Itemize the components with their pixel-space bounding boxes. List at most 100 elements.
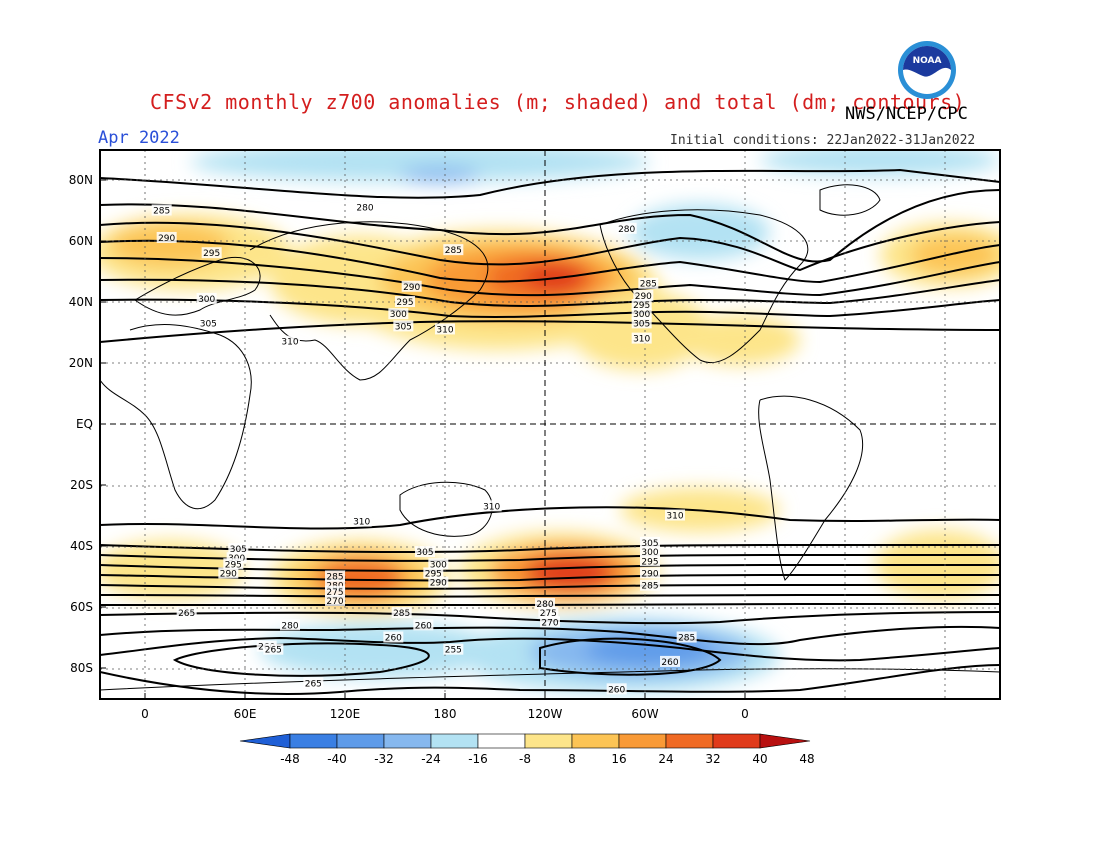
contour-label: 310: [435, 323, 455, 335]
legend-label: 48: [799, 752, 814, 766]
contour-label: 300: [196, 292, 217, 305]
svg-text:280: 280: [536, 600, 553, 610]
svg-text:305: 305: [633, 319, 650, 329]
contour-label: 310: [280, 335, 300, 348]
anomaly-blob: [680, 315, 800, 365]
anomaly-blob: [570, 290, 710, 370]
contour-label: 285: [638, 277, 659, 290]
legend-label: -32: [374, 752, 394, 766]
svg-text:290: 290: [430, 579, 447, 589]
svg-text:290: 290: [220, 569, 237, 579]
contour-label: 310: [665, 509, 685, 522]
contour-label: 290: [156, 231, 177, 244]
initial-conditions: Initial conditions: 22Jan2022-31Jan2022: [670, 133, 976, 148]
reference-lines: [100, 150, 1000, 699]
lon-tick-label: 0: [141, 707, 149, 721]
svg-text:310: 310: [281, 338, 298, 348]
legend-label: 24: [658, 752, 673, 766]
contour-label: 265: [303, 677, 324, 689]
lat-tick-label: 40N: [69, 295, 93, 309]
contour-label: 290: [640, 567, 660, 579]
lon-tick-label: 120E: [330, 707, 361, 721]
contour-label: 305: [228, 543, 249, 555]
contour-label: 295: [201, 247, 222, 259]
contour-label: 280: [535, 597, 555, 610]
anomaly-blob: [260, 622, 500, 678]
contour-label: 295: [395, 296, 415, 308]
legend-label: -48: [280, 752, 300, 766]
contour-line: [100, 603, 1000, 607]
contour-label: 305: [640, 536, 660, 549]
svg-text:295: 295: [641, 557, 658, 567]
europe-outline: [134, 256, 261, 316]
contour-label: 310: [351, 515, 372, 528]
svg-text:300: 300: [430, 560, 447, 570]
lat-tick-label: 20S: [70, 478, 93, 492]
legend-label: -8: [519, 752, 531, 766]
svg-text:285: 285: [678, 634, 695, 644]
lat-axis: 80N 60N 40N 20N EQ 20S 40S 60S 80S: [69, 173, 106, 675]
anomaly-blob: [190, 150, 650, 182]
contour-label: 300: [640, 546, 660, 558]
svg-text:310: 310: [436, 325, 453, 335]
legend-swatch: [383, 733, 432, 749]
anomaly-shading: [100, 150, 1000, 693]
anomaly-blob: [525, 555, 615, 591]
svg-text:305: 305: [395, 322, 412, 332]
contour-label: 305: [198, 317, 219, 329]
svg-text:305: 305: [641, 539, 658, 549]
svg-text:295: 295: [396, 298, 413, 308]
contour-label: 275: [538, 607, 559, 619]
contour-line: [100, 544, 1000, 554]
contour-line: [100, 189, 1000, 263]
contour-label: 265: [176, 607, 197, 619]
svg-text:310: 310: [633, 335, 650, 345]
contour-line: [100, 239, 1000, 284]
lon-tick-label: 180: [434, 707, 457, 721]
lon-axis: 0 60E 120E 180 120W 60W 0: [141, 693, 749, 721]
legend-label: 16: [611, 752, 626, 766]
anomaly-blob: [400, 167, 480, 183]
contour-label: 280: [280, 619, 300, 631]
lon-tick-label: 60E: [234, 707, 257, 721]
contour-label: 285: [151, 204, 172, 217]
legend-arrow-left: [239, 733, 291, 749]
lat-tick-label: 60S: [70, 600, 93, 614]
lat-tick-label: 20N: [69, 356, 93, 370]
legend-label: -40: [327, 752, 347, 766]
agency-label: NWS/NCEP/CPC: [845, 104, 968, 124]
contour-label: 285: [443, 244, 464, 256]
svg-text:310: 310: [666, 512, 683, 522]
greenland-outline: [819, 184, 881, 216]
svg-text:305: 305: [200, 319, 217, 329]
svg-text:280: 280: [356, 203, 373, 213]
contour-line: [539, 637, 722, 676]
noaa-logo: NOAA: [898, 41, 956, 99]
svg-text:295: 295: [425, 569, 442, 579]
svg-text:290: 290: [635, 292, 652, 302]
contour-label: 290: [633, 289, 654, 302]
legend-swatch: [477, 733, 526, 749]
svg-text:255: 255: [445, 646, 462, 656]
svg-text:270: 270: [541, 618, 558, 628]
forecast-period: Apr 2022: [98, 128, 180, 148]
svg-text:310: 310: [483, 502, 500, 512]
contour-line: [100, 168, 1000, 199]
contour-label: 280: [616, 222, 637, 235]
contour-label: 270: [540, 616, 560, 628]
height-contours: [100, 168, 1000, 695]
svg-text:290: 290: [158, 234, 175, 244]
lat-tick-label: 40S: [70, 539, 93, 553]
svg-text:275: 275: [326, 588, 343, 598]
contour-label: 295: [223, 558, 244, 570]
svg-text:285: 285: [640, 280, 657, 290]
contour-line: [100, 506, 1000, 530]
svg-text:260: 260: [415, 621, 432, 631]
legend-swatch: [336, 733, 385, 749]
anomaly-blob: [110, 223, 230, 267]
lat-tick-label: 80N: [69, 173, 93, 187]
svg-text:290: 290: [641, 569, 658, 579]
svg-text:295: 295: [633, 301, 650, 311]
